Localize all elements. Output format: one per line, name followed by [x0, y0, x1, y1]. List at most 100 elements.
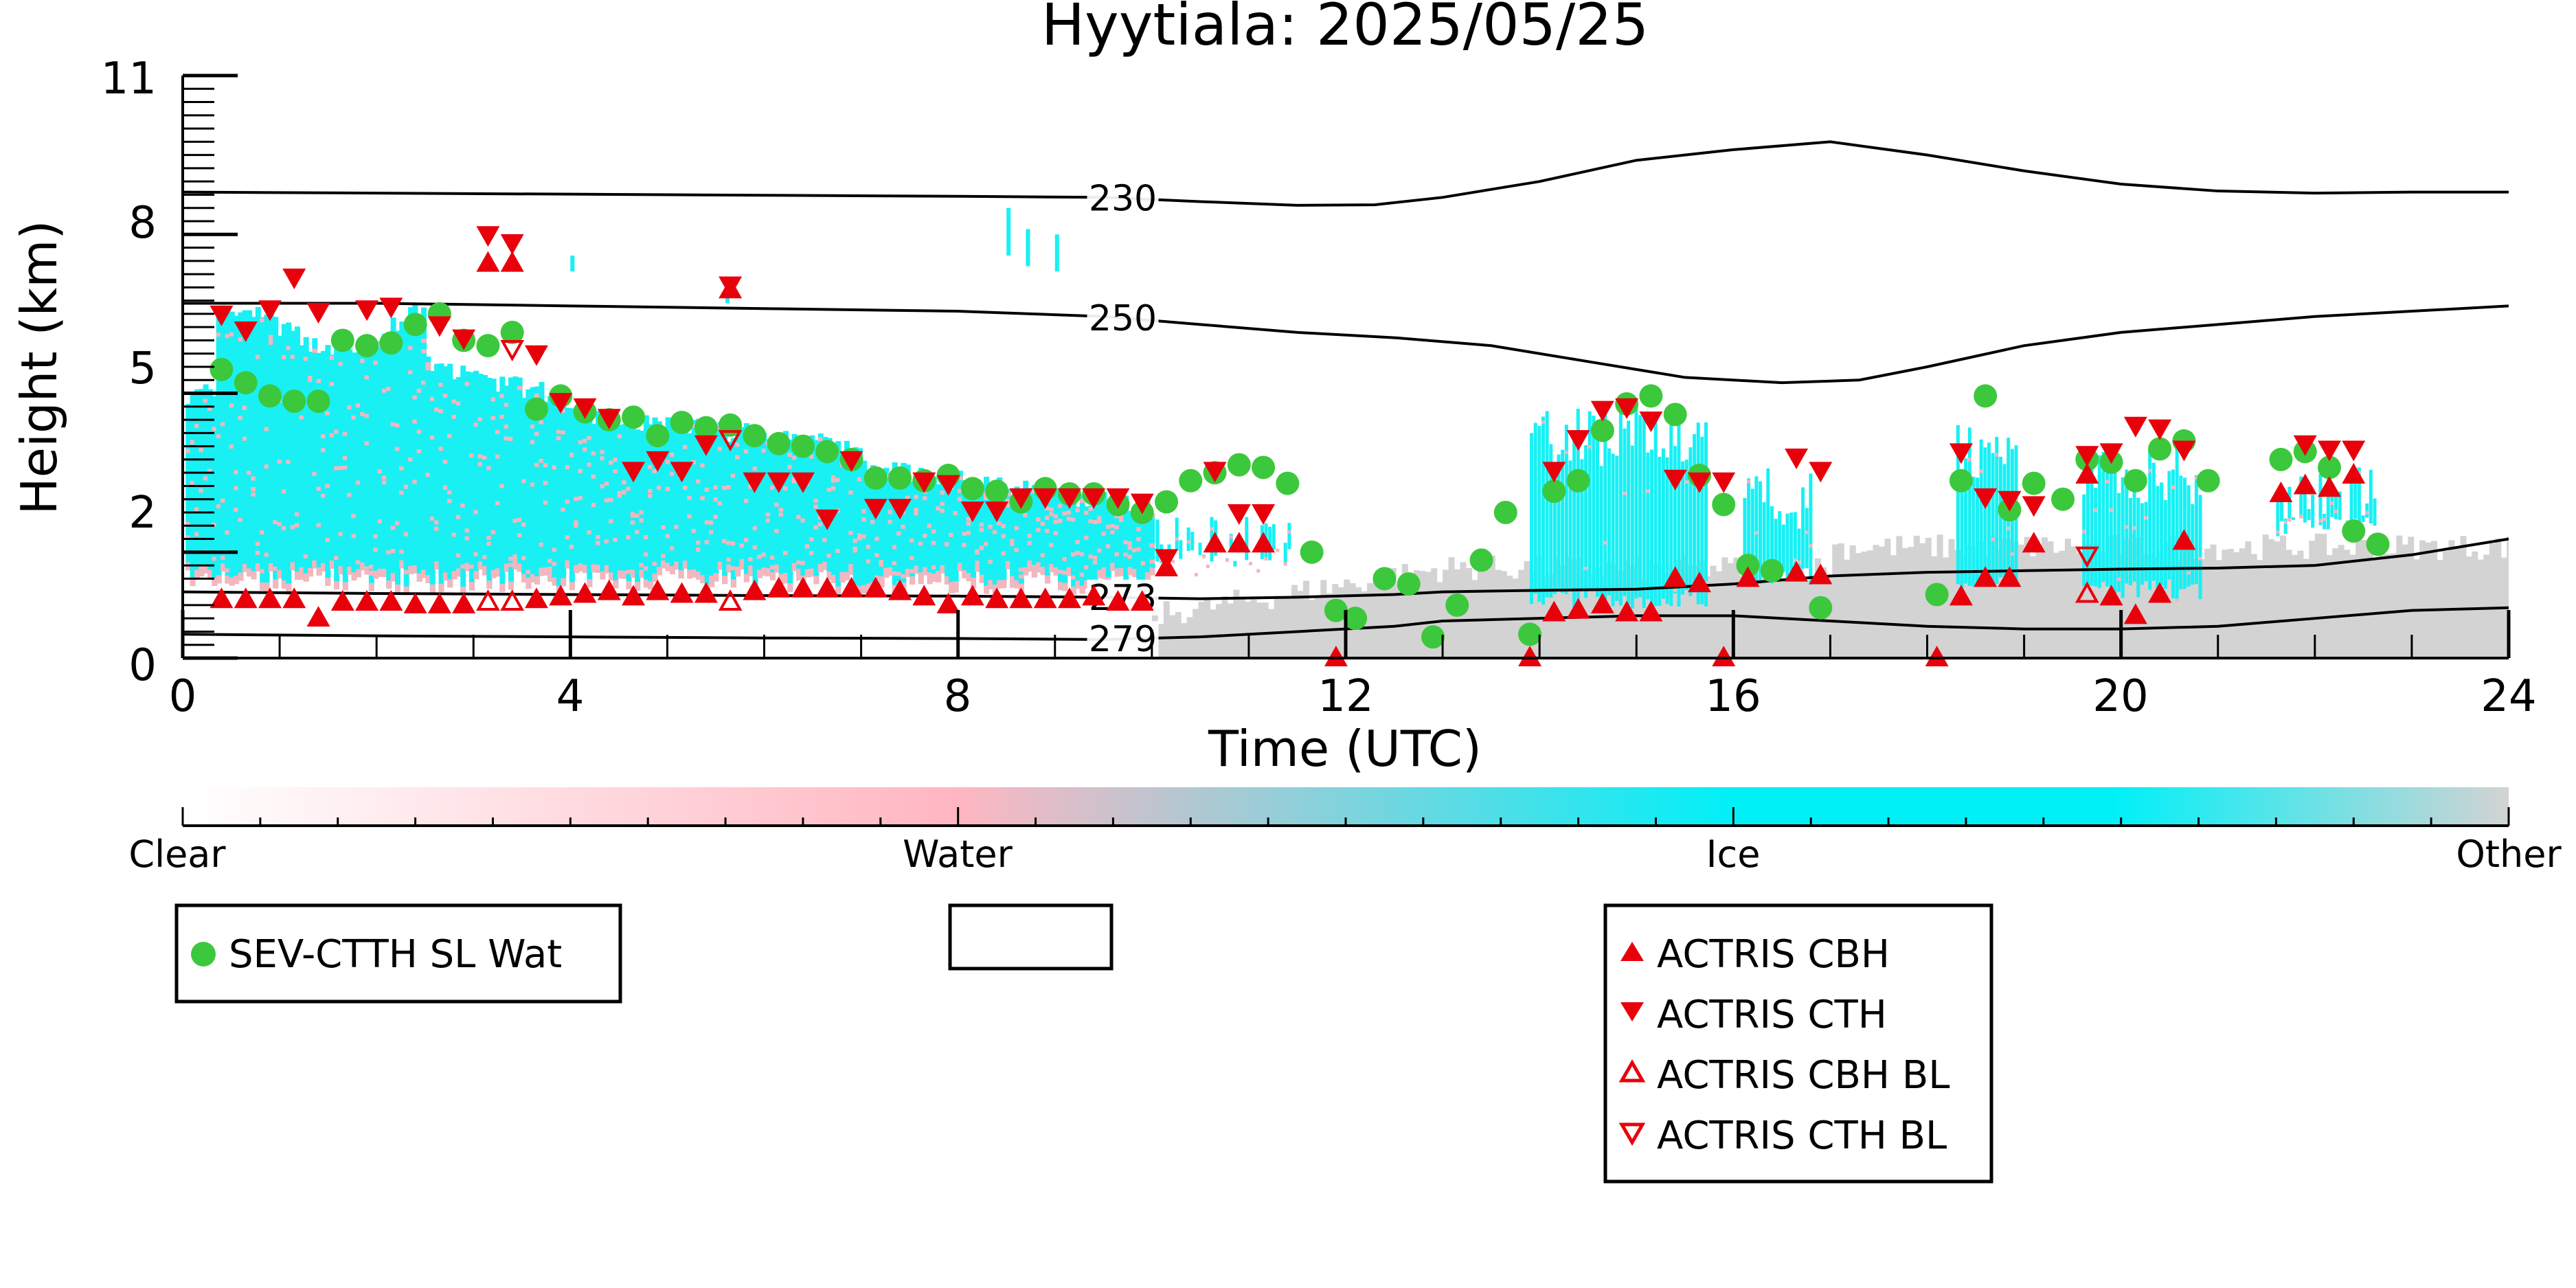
water-speck — [953, 511, 959, 516]
water-base — [957, 563, 963, 572]
ice-column — [639, 430, 645, 578]
water-speck — [879, 560, 885, 565]
cbh-point — [2293, 473, 2317, 495]
ice-fragment — [1026, 229, 1030, 267]
water-speck — [377, 519, 383, 524]
water-speck — [1049, 512, 1055, 517]
cth-point — [1082, 488, 1106, 509]
other-column — [2053, 552, 2059, 658]
water-speck — [726, 541, 732, 545]
water-speck — [1097, 548, 1103, 553]
cth-point — [2123, 416, 2147, 438]
water-speck — [2010, 552, 2014, 556]
water-speck — [255, 354, 261, 359]
ice-column — [512, 376, 519, 569]
water-base — [517, 563, 523, 572]
other-column — [1838, 543, 1844, 658]
water-base — [329, 560, 335, 569]
water-speck — [613, 469, 619, 474]
water-speck — [2082, 530, 2086, 534]
ice-column — [351, 352, 357, 580]
water-speck — [765, 512, 771, 517]
ice-column — [739, 427, 745, 569]
other-column — [2070, 546, 2077, 658]
other-column — [1233, 589, 1240, 658]
legend-label-cth-bl: ACTRIS CTH BL — [1657, 1114, 1947, 1158]
ice-tower — [2002, 464, 2007, 577]
water-speck — [600, 456, 606, 461]
water-base — [1127, 567, 1133, 576]
sev-point — [743, 424, 767, 448]
water-base — [879, 576, 885, 585]
ice-column — [1097, 490, 1103, 578]
water-speck — [578, 468, 584, 473]
ice-tower — [1595, 434, 1599, 597]
water-speck — [234, 470, 240, 475]
sev-point — [1179, 468, 1203, 493]
ice-column — [451, 379, 457, 579]
water-speck — [251, 476, 257, 481]
water-speck — [394, 447, 400, 451]
x-minor-ticks — [181, 610, 2511, 658]
ice-column — [696, 418, 702, 580]
water-base — [765, 568, 771, 577]
ice-tower — [1615, 455, 1619, 601]
water-base — [281, 580, 287, 589]
cbh-point — [670, 582, 694, 603]
water-speck — [940, 501, 946, 506]
water-base — [1001, 580, 1007, 589]
water-speck — [329, 433, 335, 438]
other-column — [2123, 538, 2129, 658]
y-minor-ticks — [183, 74, 238, 660]
ice-tower — [2160, 482, 2164, 585]
water-speck — [774, 502, 780, 507]
ice-column — [1005, 488, 1011, 569]
ice-column — [992, 482, 998, 593]
cbh-point — [524, 587, 548, 609]
water-base — [861, 585, 868, 594]
other-column — [1989, 536, 1996, 658]
water-speck — [609, 497, 615, 502]
water-speck — [687, 514, 693, 519]
water-speck — [1101, 575, 1107, 580]
water-base — [962, 570, 968, 579]
legend-label-cth: ACTRIS CTH — [1657, 993, 1887, 1037]
water-speck — [626, 569, 632, 574]
water-speck — [421, 381, 427, 385]
water-speck — [2365, 510, 2369, 515]
other-column — [1913, 535, 1920, 658]
ice-column — [997, 477, 1003, 589]
water-speck — [429, 516, 436, 521]
water-speck — [596, 535, 602, 540]
water-base — [368, 583, 374, 591]
water-speck — [1225, 558, 1230, 562]
water-base — [613, 580, 619, 589]
water-speck — [273, 520, 279, 525]
cbh-bl-point — [500, 589, 525, 611]
ice-column — [796, 444, 802, 577]
water-speck — [2330, 501, 2334, 506]
water-base — [848, 566, 855, 575]
water-base — [1062, 583, 1068, 591]
other-column — [2262, 534, 2269, 658]
ice-tower — [2097, 455, 2101, 589]
water-speck — [251, 487, 257, 492]
other-column — [1314, 596, 1321, 658]
water-speck — [1673, 588, 1677, 592]
water-speck — [381, 480, 387, 485]
water-speck — [194, 507, 200, 512]
cth-point — [1009, 488, 1033, 509]
isotherm-label-bg — [1087, 300, 1159, 337]
other-column — [1309, 600, 1315, 658]
water-speck — [857, 533, 863, 538]
water-base — [835, 586, 841, 595]
ice-column — [199, 389, 205, 576]
water-speck — [199, 448, 205, 453]
water-speck — [1127, 541, 1133, 546]
ice-tower — [1552, 462, 1557, 594]
cth-point — [912, 472, 936, 493]
water-speck — [1114, 525, 1120, 530]
other-column — [1960, 554, 1967, 658]
x-axis-label: Time (UTC) — [1208, 720, 1482, 778]
water-speck — [2125, 525, 2129, 529]
